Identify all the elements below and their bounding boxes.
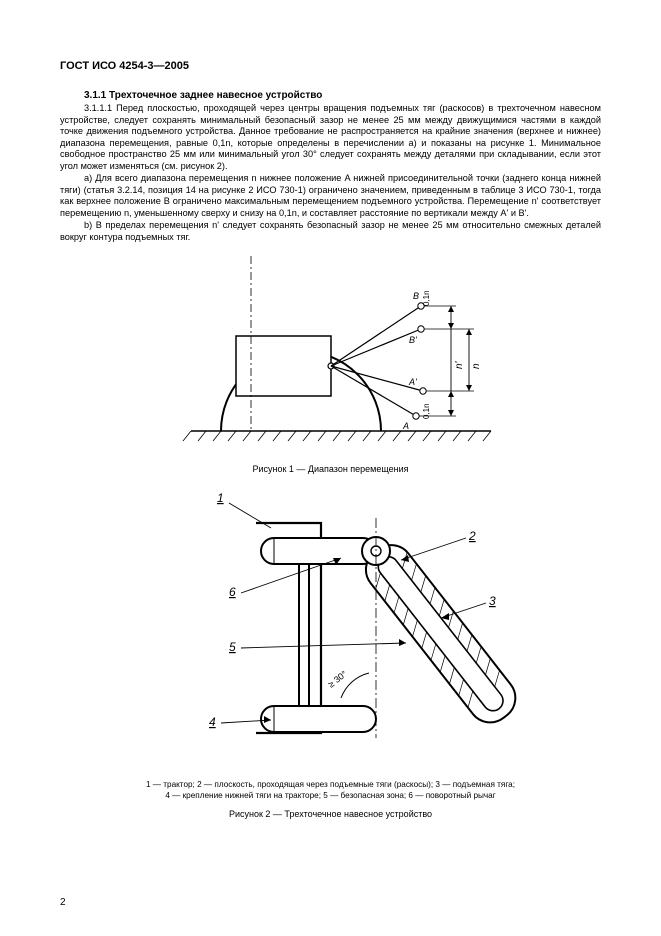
document-header: ГОСТ ИСО 4254-3—2005 [60, 60, 601, 72]
fig1-label-B1: B' [409, 335, 417, 345]
figure-2: ≥ 30° 1 2 3 4 5 6 1 [60, 488, 601, 819]
fig2-label-5: 5 [229, 640, 236, 654]
paragraph-a: a) Для всего диапазона перемещения n ниж… [60, 173, 601, 219]
figure-2-legend-line1: 1 — трактор; 2 — плоскость, проходящая ч… [146, 780, 515, 789]
fig2-label-6: 6 [229, 585, 236, 599]
figure-2-legend-line2: 4 — крепление нижней тяги на тракторе; 5… [165, 791, 495, 800]
fig1-label-01n-top: 0,1n [422, 290, 431, 306]
fig1-label-01n-bot: 0,1n [422, 403, 431, 419]
figure-1-svg: B B' A' A 0,1n 0,1n n n' [151, 251, 511, 451]
page-number: 2 [60, 897, 66, 908]
paragraph-b: b) В пределах перемещения n' следует сох… [60, 220, 601, 243]
figure-1-caption: Рисунок 1 — Диапазон перемещения [60, 464, 601, 474]
fig1-label-n1: n' [454, 360, 465, 369]
fig1-label-B: B [413, 291, 419, 301]
page: ГОСТ ИСО 4254-3—2005 3.1.1 Трехточечное … [0, 0, 661, 936]
fig1-label-A: A [402, 421, 409, 431]
figure-2-legend: 1 — трактор; 2 — плоскость, проходящая ч… [60, 779, 601, 801]
fig1-label-n: n [471, 363, 482, 369]
fig2-label-1: 1 [217, 491, 224, 505]
fig2-label-4: 4 [209, 715, 216, 729]
fig1-label-A1: A' [408, 377, 417, 387]
figure-1: B B' A' A 0,1n 0,1n n n' Рисунок 1 — Диа… [60, 251, 601, 474]
fig2-label-2: 2 [468, 529, 476, 543]
fig2-angle: ≥ 30° [326, 668, 349, 689]
figure-2-svg: ≥ 30° 1 2 3 4 5 6 [121, 488, 541, 768]
section-heading: 3.1.1 Трехточечное заднее навесное устро… [60, 90, 601, 101]
figure-2-caption: Рисунок 2 — Трехточечное навесное устрой… [60, 809, 601, 819]
fig2-label-3: 3 [489, 594, 496, 608]
paragraph-3111: 3.1.1.1 Перед плоскостью, проходящей чер… [60, 103, 601, 172]
